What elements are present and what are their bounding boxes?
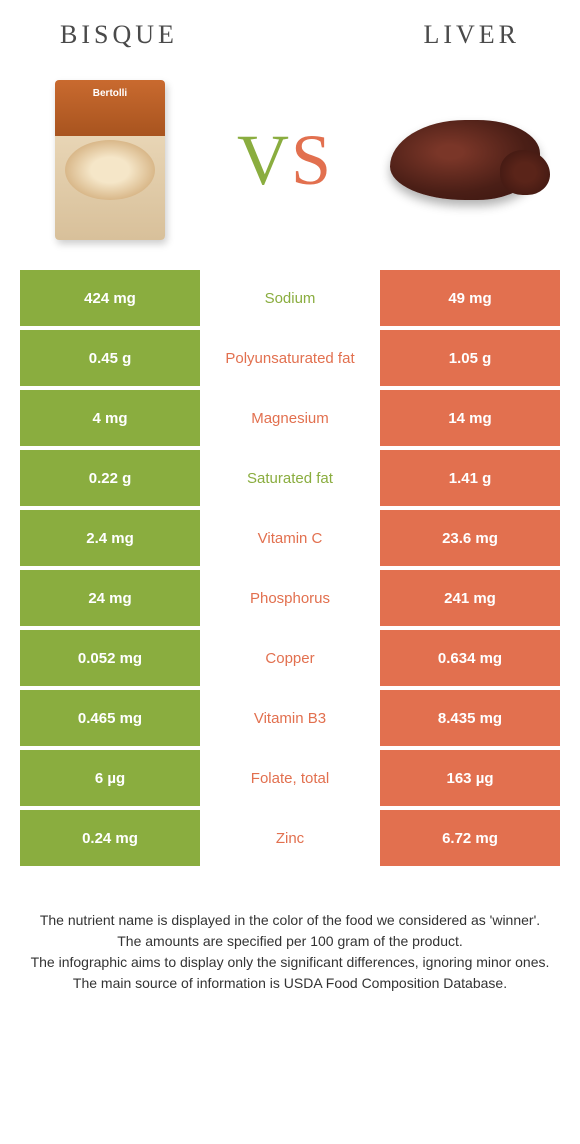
nutrient-row: 24 mgPhosphorus241 mg xyxy=(20,570,560,626)
right-food-title: LIVER xyxy=(423,20,520,50)
nutrient-row: 6 µgFolate, total163 µg xyxy=(20,750,560,806)
left-value-cell: 6 µg xyxy=(20,750,200,806)
left-value-cell: 0.22 g xyxy=(20,450,200,506)
nutrient-name-cell: Copper xyxy=(200,630,380,686)
right-value-cell: 8.435 mg xyxy=(380,690,560,746)
nutrient-name-cell: Phosphorus xyxy=(200,570,380,626)
left-value-cell: 24 mg xyxy=(20,570,200,626)
nutrient-row: 2.4 mgVitamin C23.6 mg xyxy=(20,510,560,566)
vs-label: VS xyxy=(237,119,333,202)
nutrient-row: 0.052 mgCopper0.634 mg xyxy=(20,630,560,686)
right-value-cell: 163 µg xyxy=(380,750,560,806)
left-value-cell: 0.052 mg xyxy=(20,630,200,686)
vs-v-letter: V xyxy=(237,120,291,200)
liver-shape-icon xyxy=(390,120,540,200)
right-value-cell: 6.72 mg xyxy=(380,810,560,866)
footer-line-1: The nutrient name is displayed in the co… xyxy=(30,910,550,931)
bisque-brand-label: Bertolli xyxy=(55,88,165,99)
images-row: Bertolli VS xyxy=(0,60,580,270)
left-value-cell: 0.465 mg xyxy=(20,690,200,746)
nutrient-name-cell: Vitamin B3 xyxy=(200,690,380,746)
left-food-title: BISQUE xyxy=(60,20,178,50)
right-value-cell: 0.634 mg xyxy=(380,630,560,686)
nutrient-name-cell: Vitamin C xyxy=(200,510,380,566)
nutrient-table: 424 mgSodium49 mg0.45 gPolyunsaturated f… xyxy=(0,270,580,866)
vs-s-letter: S xyxy=(291,120,333,200)
bisque-box-icon: Bertolli xyxy=(55,80,165,240)
right-value-cell: 14 mg xyxy=(380,390,560,446)
right-value-cell: 1.05 g xyxy=(380,330,560,386)
nutrient-name-cell: Zinc xyxy=(200,810,380,866)
right-value-cell: 241 mg xyxy=(380,570,560,626)
liver-image xyxy=(380,110,550,210)
left-value-cell: 2.4 mg xyxy=(20,510,200,566)
nutrient-name-cell: Folate, total xyxy=(200,750,380,806)
nutrient-name-cell: Saturated fat xyxy=(200,450,380,506)
nutrient-name-cell: Magnesium xyxy=(200,390,380,446)
nutrient-row: 0.22 gSaturated fat1.41 g xyxy=(20,450,560,506)
nutrient-row: 0.24 mgZinc6.72 mg xyxy=(20,810,560,866)
nutrient-name-cell: Sodium xyxy=(200,270,380,326)
left-value-cell: 0.45 g xyxy=(20,330,200,386)
nutrient-row: 424 mgSodium49 mg xyxy=(20,270,560,326)
footer-line-3: The infographic aims to display only the… xyxy=(30,952,550,973)
nutrient-name-cell: Polyunsaturated fat xyxy=(200,330,380,386)
left-value-cell: 4 mg xyxy=(20,390,200,446)
footer-notes: The nutrient name is displayed in the co… xyxy=(0,870,580,1014)
nutrient-row: 0.465 mgVitamin B38.435 mg xyxy=(20,690,560,746)
footer-line-4: The main source of information is USDA F… xyxy=(30,973,550,994)
left-value-cell: 424 mg xyxy=(20,270,200,326)
right-value-cell: 23.6 mg xyxy=(380,510,560,566)
left-value-cell: 0.24 mg xyxy=(20,810,200,866)
right-value-cell: 1.41 g xyxy=(380,450,560,506)
nutrient-row: 0.45 gPolyunsaturated fat1.05 g xyxy=(20,330,560,386)
bisque-image: Bertolli xyxy=(30,75,190,245)
right-value-cell: 49 mg xyxy=(380,270,560,326)
footer-line-2: The amounts are specified per 100 gram o… xyxy=(30,931,550,952)
header: BISQUE LIVER xyxy=(0,0,580,60)
nutrient-row: 4 mgMagnesium14 mg xyxy=(20,390,560,446)
